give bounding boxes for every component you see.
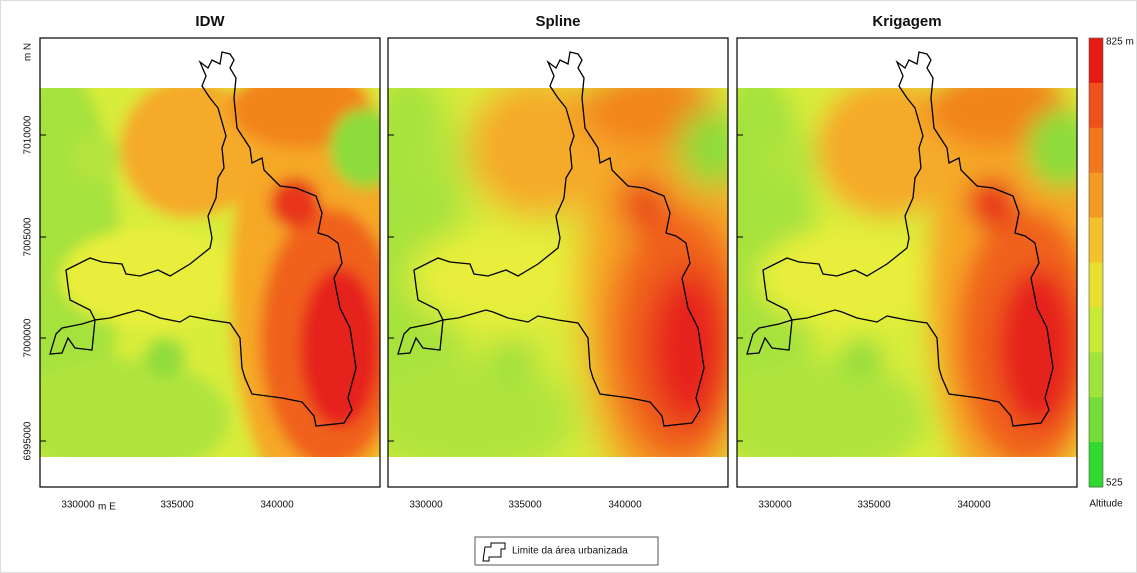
map-panel: IDW 330000 335000 340000 m E m N 7010000 700500… [23, 13, 381, 513]
frame [39, 37, 381, 488]
x-tick-label: 335000 [160, 500, 194, 511]
x-tick-label: 340000 [608, 500, 642, 511]
colorbar-band [1089, 38, 1103, 84]
colorbar-min-label: 525 [1106, 478, 1123, 489]
legend-box [474, 536, 659, 566]
x-tick-label: 340000 [957, 500, 991, 511]
x-tick-label: 335000 [857, 500, 891, 511]
frame [387, 37, 729, 488]
surface [40, 88, 380, 457]
x-tick-label: 340000 [260, 500, 294, 511]
colorbar-band [1089, 172, 1103, 219]
colorbar-frame [1088, 37, 1104, 488]
colorbar-band [1089, 127, 1103, 174]
colorbar-band [1089, 352, 1103, 398]
colorbar-band [1089, 442, 1103, 488]
y-tick-label: 7010000 [23, 115, 34, 154]
colorbar-title: Altitude [1089, 499, 1123, 510]
panel-title: Spline [535, 13, 580, 30]
colorbar-band [1089, 262, 1103, 308]
surface [388, 88, 728, 457]
colorbar-band [1089, 307, 1103, 353]
colorbar-band [1089, 82, 1103, 129]
panel-title: IDW [195, 13, 225, 30]
map-panel: Spline 330000 335000 340000 [387, 13, 729, 511]
colorbar [1088, 37, 1104, 488]
legend-symbol [482, 542, 506, 562]
x-axis-label: m E [98, 502, 116, 513]
interpolated-surface [737, 88, 1077, 457]
panel-title: Krigagem [872, 13, 941, 30]
x-tick-label: 330000 [409, 500, 443, 511]
interpolated-surface [388, 88, 728, 457]
y-tick-label: 7005000 [23, 217, 34, 256]
map-panel: Krigagem 330000 335000 340000 [736, 13, 1078, 511]
colorbar-max-label: 825 m [1106, 37, 1134, 48]
x-tick-label: 330000 [758, 500, 792, 511]
y-axis-label: m N [23, 43, 34, 61]
legend-label: Limite da área urbanizada [512, 546, 628, 557]
x-tick-label: 335000 [508, 500, 542, 511]
colorbar-band [1089, 217, 1103, 263]
legend: Limite da área urbanizada [474, 536, 659, 566]
frame [736, 37, 1078, 488]
colorbar-band [1089, 397, 1103, 443]
map-panels: IDW 330000 335000 340000 m E m N 7010000 700500… [23, 13, 1078, 513]
interpolated-surface [40, 88, 380, 457]
x-tick-label: 330000 [61, 500, 95, 511]
y-tick-label: 7000000 [23, 318, 34, 357]
y-tick-label: 6995000 [23, 421, 34, 460]
surface [737, 88, 1077, 457]
